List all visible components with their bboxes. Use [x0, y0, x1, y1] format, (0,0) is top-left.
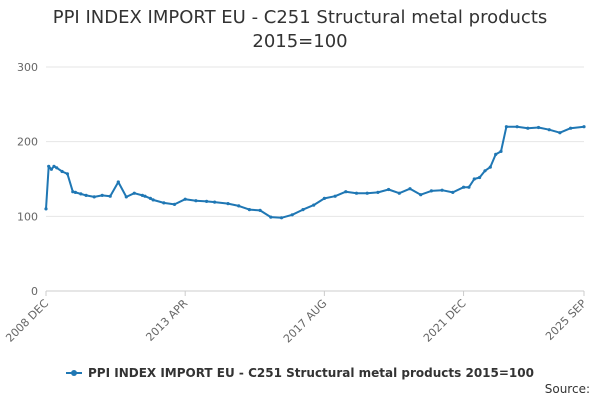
- data-point[interactable]: [472, 177, 476, 181]
- data-point[interactable]: [183, 197, 187, 201]
- y-tick-label: 300: [17, 61, 38, 74]
- legend[interactable]: PPI INDEX IMPORT EU - C251 Structural me…: [66, 366, 534, 380]
- data-point[interactable]: [84, 193, 88, 197]
- data-point[interactable]: [132, 191, 136, 195]
- data-point[interactable]: [440, 188, 444, 192]
- x-axis-ticks: 2008 DEC 2013 APR 2017 AUG 2021 DEC 2025 SEP: [3, 291, 589, 345]
- x-tick-label: 2017 AUG: [281, 297, 330, 346]
- x-tick-label: 2025 SEP: [543, 297, 589, 343]
- data-point[interactable]: [419, 193, 423, 197]
- gridlines: [46, 66, 584, 292]
- data-point[interactable]: [429, 189, 433, 193]
- data-point[interactable]: [55, 166, 59, 170]
- data-point[interactable]: [52, 164, 56, 168]
- y-axis-ticks: 0 100 200 300: [17, 61, 38, 298]
- data-point[interactable]: [333, 194, 337, 198]
- data-point[interactable]: [558, 131, 562, 135]
- data-point[interactable]: [92, 195, 96, 199]
- x-tick-label: 2008 DEC: [3, 297, 51, 345]
- x-tick-label: 2021 DEC: [421, 297, 469, 345]
- data-point[interactable]: [247, 208, 251, 212]
- y-tick-label: 100: [17, 210, 38, 223]
- data-point[interactable]: [116, 180, 120, 184]
- data-point[interactable]: [462, 185, 466, 189]
- data-point[interactable]: [344, 190, 348, 194]
- data-point[interactable]: [213, 200, 217, 204]
- data-point[interactable]: [290, 213, 294, 217]
- legend-marker-icon: [66, 370, 82, 376]
- data-point[interactable]: [376, 190, 380, 194]
- data-point[interactable]: [162, 201, 166, 205]
- data-point[interactable]: [467, 185, 471, 189]
- data-point[interactable]: [226, 202, 230, 206]
- data-point[interactable]: [322, 196, 326, 200]
- data-point[interactable]: [124, 195, 128, 199]
- data-point[interactable]: [478, 175, 482, 180]
- data-point[interactable]: [279, 216, 284, 220]
- data-point[interactable]: [205, 199, 209, 203]
- data-point[interactable]: [79, 192, 83, 196]
- chart-title-line-1: PPI INDEX IMPORT EU - C251 Structural me…: [52, 7, 548, 28]
- data-point[interactable]: [71, 190, 75, 194]
- data-point[interactable]: [547, 128, 551, 132]
- data-point[interactable]: [60, 169, 64, 174]
- series-group: [44, 125, 586, 220]
- data-point[interactable]: [151, 198, 155, 202]
- data-point[interactable]: [258, 208, 262, 212]
- chart-title-line-2: 2015=100: [252, 31, 348, 52]
- data-point[interactable]: [451, 190, 455, 194]
- data-point[interactable]: [143, 194, 147, 198]
- series-line: [45, 125, 585, 219]
- data-point[interactable]: [494, 152, 498, 156]
- data-point[interactable]: [49, 167, 54, 171]
- data-point[interactable]: [65, 172, 69, 176]
- data-point[interactable]: [582, 125, 586, 129]
- data-point[interactable]: [515, 125, 519, 129]
- data-point[interactable]: [408, 187, 412, 191]
- legend-label: PPI INDEX IMPORT EU - C251 Structural me…: [88, 366, 534, 380]
- data-point[interactable]: [526, 126, 530, 130]
- data-point[interactable]: [172, 202, 177, 206]
- data-point[interactable]: [536, 125, 541, 130]
- y-tick-label: 200: [17, 136, 38, 149]
- data-point[interactable]: [387, 187, 391, 192]
- data-point[interactable]: [108, 194, 112, 198]
- data-point[interactable]: [148, 196, 152, 200]
- data-point[interactable]: [483, 169, 487, 173]
- data-point[interactable]: [194, 199, 198, 203]
- legend-dot-icon: [71, 370, 77, 376]
- x-tick-label: 2013 APR: [143, 297, 190, 344]
- data-point[interactable]: [100, 193, 104, 197]
- source-label: Source:: [544, 382, 590, 396]
- data-point[interactable]: [365, 191, 369, 195]
- data-point[interactable]: [354, 191, 359, 195]
- chart-title: PPI INDEX IMPORT EU - C251 Structural me…: [0, 6, 600, 54]
- data-point[interactable]: [397, 191, 401, 195]
- data-point[interactable]: [312, 203, 316, 207]
- data-point[interactable]: [301, 208, 305, 212]
- data-point[interactable]: [569, 126, 573, 130]
- data-point[interactable]: [488, 165, 492, 169]
- data-point[interactable]: [499, 149, 503, 153]
- data-point[interactable]: [140, 193, 144, 197]
- data-point[interactable]: [73, 190, 77, 194]
- data-point[interactable]: [504, 125, 508, 129]
- data-point[interactable]: [269, 215, 273, 219]
- data-point[interactable]: [47, 164, 51, 168]
- data-point[interactable]: [44, 207, 48, 211]
- data-point[interactable]: [237, 204, 241, 208]
- y-tick-label: 0: [31, 285, 38, 298]
